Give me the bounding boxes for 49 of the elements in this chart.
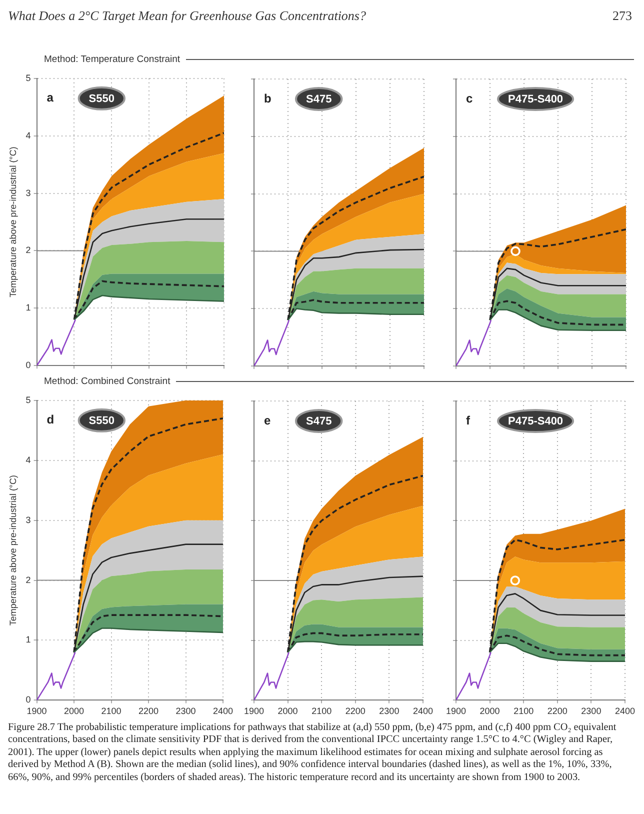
y-tick-label: 5	[26, 72, 31, 83]
text: c	[466, 91, 473, 106]
text: Method: Combined Constraint	[44, 376, 170, 387]
x-tick-label: 2000	[480, 706, 500, 716]
y-tick-label: 3	[26, 514, 31, 525]
y-tick-label: 2	[26, 574, 31, 585]
y-tick-label: 0	[26, 360, 31, 370]
y-tick-label: 1	[26, 634, 31, 645]
x-tick-label: 2300	[176, 706, 196, 716]
y-tick-label: 2	[26, 245, 31, 256]
y-tick-label: 5	[26, 394, 31, 405]
x-tick-label: 1900	[446, 706, 466, 716]
text: S550	[88, 92, 114, 105]
text: a	[46, 90, 54, 105]
x-tick-label: 2000	[278, 706, 298, 716]
x-tick-label: 2200	[345, 706, 366, 716]
text: S550	[88, 414, 114, 427]
x-tick-label: 2200	[547, 706, 568, 716]
x-tick-label: 2400	[614, 706, 636, 716]
x-tick-label: 2300	[581, 706, 602, 716]
x-tick-label: 2400	[212, 706, 234, 716]
x-tick-label: 1900	[26, 706, 47, 716]
y-tick-label: 1	[26, 302, 31, 313]
text: 273	[612, 8, 632, 24]
x-tick-label: 2100	[101, 706, 122, 716]
text: d	[46, 412, 54, 427]
text: f	[466, 413, 471, 428]
y-tick-label: 4	[26, 130, 31, 140]
text: P475-S400	[508, 416, 564, 428]
x-tick-label: 1900	[244, 706, 264, 716]
text: S475	[306, 94, 332, 106]
y-tick-label: 3	[26, 188, 31, 198]
x-tick-label: 2100	[312, 706, 332, 716]
x-tick-label: 2400	[412, 706, 434, 716]
y-tick-label: 4	[26, 454, 31, 465]
text: Method: Temperature Constraint	[44, 54, 180, 65]
text: e	[264, 413, 271, 428]
x-tick-label: 2000	[64, 706, 84, 716]
y-axis-title: Temperature above pre-industrial (°C)	[8, 146, 18, 298]
x-tick-label: 2200	[138, 706, 159, 716]
caption: Figure 28.7 The probabilistic temperature implications for pathways that stabilize at (a,d) 550 ppm, (b,e) 475 ppm, and (c,f) 400 ppm CO₂ equivalent concentrations, based on the climate sensitivity PDF that is derived from the conventional IPCC uncertainty range 1.5°C to 4.°C (Wigley and Raper, 2001). The upper (lower) panels depict results when applying the maximum likelihood estimates for ocean mixing and sulphate aerosol forcing as derived by Method A (B). Shown are the median (solid lines), and 90% confidence interval boundaries (dashed lines), as well as the 1%, 10%, 33%, 66%, 90%, and 99% percentiles (borders of shaded areas). The historic temperature record and its uncertainty are shown from 1900 to 2003.	[8, 722, 618, 784]
y-axis-title: Temperature above pre-industrial (°C)	[8, 474, 18, 626]
text: What Does a 2°C Target Mean for Greenhouse Gas Concentrations?	[8, 8, 366, 24]
text: b	[264, 91, 272, 106]
x-tick-label: 2100	[514, 706, 534, 716]
x-tick-label: 2300	[379, 706, 400, 716]
text: S475	[306, 416, 332, 428]
text: P475-S400	[508, 94, 564, 106]
y-tick-label: 0	[26, 694, 31, 705]
